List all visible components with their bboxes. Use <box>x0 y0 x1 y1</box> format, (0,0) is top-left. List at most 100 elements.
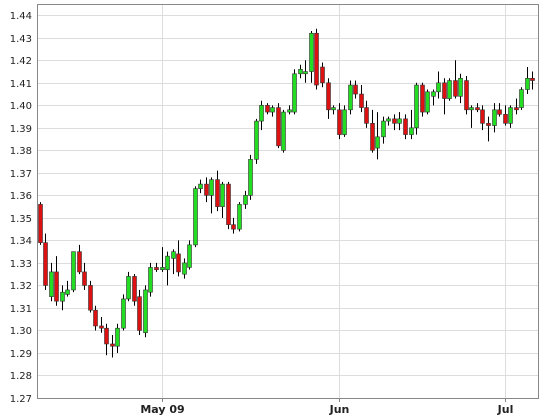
candle <box>171 249 176 275</box>
candle-body-up <box>187 244 192 268</box>
candle <box>458 73 463 104</box>
candle <box>353 80 358 99</box>
y-axis: 1.44 1.43 1.42 1.41 1.40 1.39 1.38 1.37 1.36 1.35… <box>10 11 32 405</box>
candle <box>497 103 502 117</box>
candle-body-up <box>492 109 497 126</box>
candle <box>143 285 148 338</box>
candle <box>469 105 474 128</box>
candle <box>182 258 187 279</box>
candle <box>386 116 391 126</box>
candle-body-up <box>270 107 275 113</box>
candle-body-down <box>480 109 485 124</box>
candle <box>409 109 414 140</box>
candle <box>265 103 270 115</box>
candle-body-up <box>248 159 253 196</box>
candle <box>370 109 375 153</box>
x-tick-label: Jul <box>497 403 514 416</box>
candle <box>248 154 253 200</box>
candle-body-up <box>49 271 54 297</box>
candle <box>475 103 480 113</box>
candle-body-down <box>314 32 319 86</box>
candle <box>110 334 115 358</box>
candles-series <box>38 28 535 358</box>
candle <box>431 89 436 106</box>
candle-body-up <box>348 84 353 111</box>
candle-body-down <box>475 107 480 111</box>
candle-body-down <box>326 82 331 111</box>
candle-body-down <box>77 251 82 273</box>
candle <box>381 116 386 144</box>
candle <box>530 71 535 90</box>
candle-body-up <box>237 204 242 230</box>
candle-body-up <box>65 289 70 295</box>
candle <box>503 105 508 126</box>
candle-body-down <box>370 123 375 151</box>
candle <box>104 323 109 356</box>
plot-frame <box>37 4 539 399</box>
candle <box>220 181 225 218</box>
candle-body-down <box>99 325 104 329</box>
candle <box>403 114 408 140</box>
candle-body-down <box>353 84 358 95</box>
candle <box>359 85 364 113</box>
candle-body-up <box>193 188 198 246</box>
candle <box>480 105 485 131</box>
candle-body-down <box>43 242 48 286</box>
candle <box>270 105 275 117</box>
y-tick-label: 1.37 <box>10 169 32 180</box>
candle-body-down <box>231 224 236 230</box>
candle-body-up <box>447 80 452 99</box>
candle <box>414 82 419 135</box>
candle <box>392 114 397 131</box>
candle <box>54 256 59 306</box>
candle-body-down <box>392 118 397 124</box>
candle-body-up <box>375 136 380 149</box>
candle <box>348 80 353 115</box>
candle <box>226 181 231 230</box>
candle <box>342 105 347 137</box>
candle <box>209 177 214 214</box>
candle-body-up <box>425 91 430 113</box>
candle-body-down <box>88 285 93 311</box>
candle <box>49 262 54 302</box>
candle-body-up <box>409 127 414 135</box>
candle-body-down <box>104 327 109 345</box>
candle-body-up <box>298 68 303 75</box>
candle-body-down <box>514 107 519 111</box>
candle <box>442 78 447 115</box>
y-tick-label: 1.36 <box>10 191 32 202</box>
candle-body-down <box>364 107 369 124</box>
candle <box>525 67 530 95</box>
candle <box>82 262 87 290</box>
candle-body-up <box>198 183 203 189</box>
candle <box>309 31 314 83</box>
candle-body-up <box>431 91 436 97</box>
candle <box>420 82 425 117</box>
candle-body-up <box>160 267 165 270</box>
candle-body-down <box>38 204 43 243</box>
candle <box>375 112 380 160</box>
candle <box>77 244 82 275</box>
candle <box>397 112 402 131</box>
candle <box>132 274 137 306</box>
candle <box>447 78 452 101</box>
candle-body-up <box>281 111 286 151</box>
y-tick-label: 1.32 <box>10 281 32 292</box>
candle-body-down <box>176 253 181 273</box>
candle-body-up <box>220 183 225 207</box>
y-tick-label: 1.42 <box>10 56 32 67</box>
candle <box>243 190 248 209</box>
candle-body-up <box>121 298 126 329</box>
candle <box>93 305 98 331</box>
candle <box>303 60 308 83</box>
candle-body-down <box>265 105 270 113</box>
candle <box>436 71 441 99</box>
candle-body-up <box>436 82 441 93</box>
candle-body-down <box>132 276 137 302</box>
candle-body-up <box>254 120 259 160</box>
candle-body-up <box>303 71 308 75</box>
y-tick-label: 1.40 <box>10 101 32 112</box>
candle <box>237 202 242 232</box>
candle <box>508 105 513 128</box>
candle-body-up <box>171 251 176 259</box>
